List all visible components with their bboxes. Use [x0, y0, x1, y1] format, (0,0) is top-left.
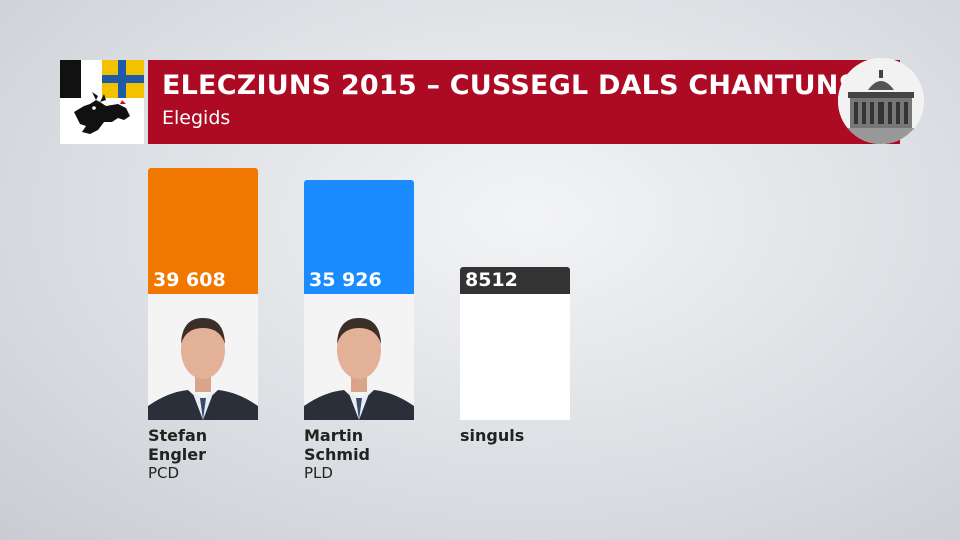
bar-schmid — [304, 180, 414, 294]
candidate-photo — [304, 294, 414, 420]
candidate-name: singuls — [460, 426, 525, 445]
bar-value-label: 39 608 — [153, 269, 226, 291]
candidate-party: PCD — [148, 464, 180, 482]
coat-of-arms-icon — [60, 60, 144, 144]
candidate-name: Martin Schmid — [304, 426, 371, 464]
bar-engler — [148, 168, 258, 294]
page-title: ELECZIUNS 2015 – CUSSEGL DALS CHANTUNS — [162, 70, 859, 101]
bar-value-label: 35 926 — [309, 269, 382, 291]
title-banner: ELECZIUNS 2015 – CUSSEGL DALS CHANTUNS E… — [148, 60, 900, 144]
blank-photo-area — [460, 294, 570, 420]
candidate-party: PLD — [304, 464, 333, 482]
parliament-icon — [838, 58, 924, 144]
candidate-name: Stefan Engler — [148, 426, 208, 464]
page-subtitle: Elegids — [162, 107, 231, 129]
bar-singuls — [460, 267, 570, 294]
bar-value-label: 8512 — [465, 269, 518, 291]
candidate-photo — [148, 294, 258, 420]
